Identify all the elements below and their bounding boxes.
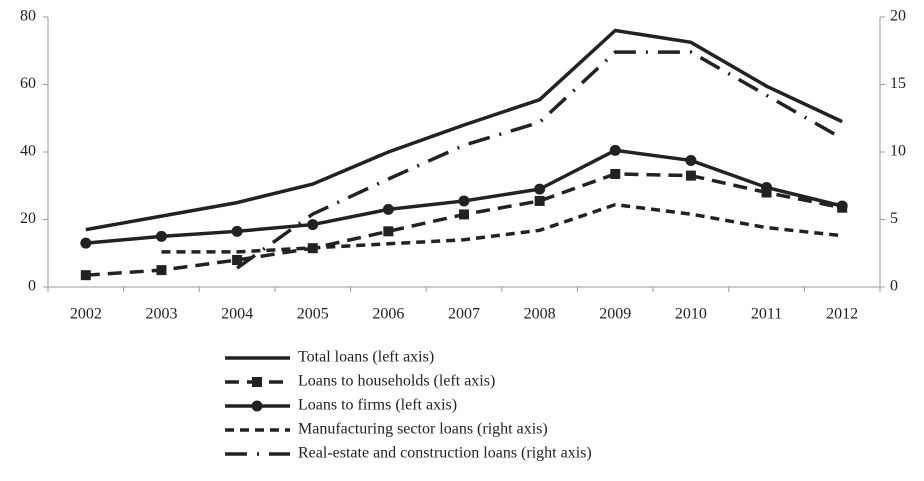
legend-label: Real-estate and construction loans (righ… xyxy=(298,445,592,462)
x-tick-label: 2009 xyxy=(599,306,631,323)
x-tick-label: 2005 xyxy=(297,306,329,323)
marker xyxy=(80,237,92,249)
y-tick-label: 20 xyxy=(20,210,36,227)
x-tick-label: 2003 xyxy=(145,306,177,323)
marker xyxy=(458,195,470,207)
y-tick-label: 80 xyxy=(20,8,36,25)
marker xyxy=(610,168,621,179)
marker xyxy=(80,270,91,281)
legend-label: Manufacturing sector loans (right axis) xyxy=(298,421,548,438)
marker xyxy=(685,170,696,181)
y-tick-label: 60 xyxy=(20,75,36,92)
series-line xyxy=(85,172,843,277)
x-tick-label: 2011 xyxy=(751,306,782,323)
legend-label: Loans to firms (left axis) xyxy=(298,397,457,414)
marker xyxy=(382,203,394,215)
y-tick-label: 0 xyxy=(28,278,36,295)
marker xyxy=(252,377,262,387)
x-tick-label: 2004 xyxy=(221,306,253,323)
legend-label: Loans to households (left axis) xyxy=(298,373,495,390)
x-tick-label: 2008 xyxy=(524,306,556,323)
marker xyxy=(836,200,848,212)
marker xyxy=(761,181,773,193)
marker xyxy=(251,400,263,412)
series-line xyxy=(161,202,843,254)
y2-tick-label: 0 xyxy=(890,278,898,295)
marker xyxy=(459,209,469,220)
marker xyxy=(231,225,243,237)
series-line xyxy=(236,50,844,270)
marker xyxy=(685,154,697,166)
x-tick-label: 2006 xyxy=(372,306,404,323)
marker xyxy=(232,255,243,265)
legend-label: Total loans (left axis) xyxy=(298,349,434,366)
y2-tick-label: 5 xyxy=(890,210,898,227)
y2-tick-label: 10 xyxy=(890,143,906,160)
marker xyxy=(155,230,167,242)
y-tick-label: 40 xyxy=(20,143,36,160)
marker xyxy=(156,265,167,276)
x-tick-label: 2007 xyxy=(448,306,480,323)
y2-tick-label: 20 xyxy=(890,8,906,25)
marker xyxy=(609,144,621,156)
x-tick-label: 2002 xyxy=(70,306,102,323)
x-tick-label: 2010 xyxy=(675,306,707,323)
y2-tick-label: 15 xyxy=(890,75,906,92)
x-tick-label: 2012 xyxy=(826,306,858,323)
marker xyxy=(534,183,546,195)
series-line xyxy=(85,28,843,232)
marker xyxy=(534,195,545,206)
marker xyxy=(307,219,319,231)
marker xyxy=(383,226,394,237)
